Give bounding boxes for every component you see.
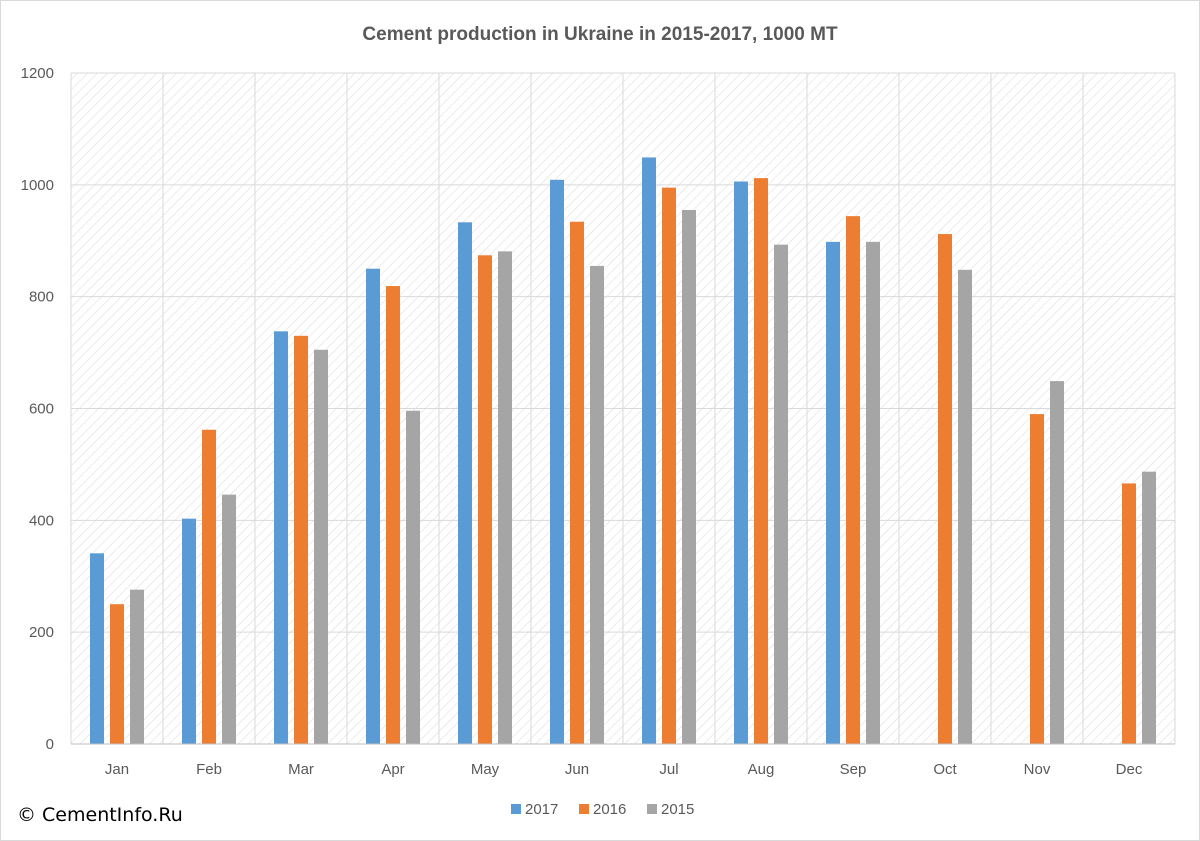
bar-2015-mar (314, 349, 328, 744)
bar-2016-jan (110, 604, 124, 744)
legend-swatch-2017 (511, 804, 521, 814)
x-tick-label: Aug (748, 761, 775, 778)
bar-2017-may (458, 222, 472, 745)
bar-2016-mar (294, 335, 308, 744)
x-tick-label: Apr (381, 761, 404, 778)
legend-swatch-2016 (579, 804, 589, 814)
bar-2015-dec (1142, 471, 1156, 744)
x-tick-label: May (471, 761, 500, 778)
y-axis: 0 200 400 600 800 1000 1200 (21, 65, 54, 753)
y-tick-label: 1200 (21, 65, 54, 82)
bar-2015-jan (130, 589, 144, 744)
bar-2015-apr (406, 410, 420, 744)
gridlines (70, 72, 1176, 745)
bar-2015-jun (590, 265, 604, 744)
x-tick-label: Oct (933, 761, 957, 778)
x-tick-label: Jun (565, 761, 589, 778)
bar-2016-jul (662, 187, 676, 745)
y-tick-label: 600 (29, 401, 54, 418)
legend-label-2017: 2017 (525, 801, 558, 818)
bar-2016-may (478, 255, 492, 744)
x-axis: Jan Feb Mar Apr May Jun Jul Aug Sep Oct Nov Dec (71, 743, 1175, 778)
bar-2017-aug (734, 181, 748, 744)
x-tick-label: Nov (1024, 761, 1051, 778)
bar-2015-aug (774, 244, 788, 744)
bar-2017-jan (90, 553, 104, 744)
bar-2017-apr (366, 268, 380, 744)
x-tick-label: Mar (288, 761, 314, 778)
y-tick-label: 400 (29, 512, 54, 529)
bar-2015-oct (958, 269, 972, 744)
bar-2016-jun (570, 221, 584, 744)
bar-2017-sep (826, 241, 840, 744)
copyright-text: © CementInfo.Ru (17, 804, 183, 826)
bar-2015-sep (866, 241, 880, 744)
bar-2017-jun (550, 179, 564, 744)
x-tick-label: Jul (659, 761, 678, 778)
bar-2016-oct (938, 234, 952, 745)
bar-2016-aug (754, 178, 768, 744)
legend-swatch-2015 (647, 804, 657, 814)
bars (90, 157, 1156, 745)
bar-2016-apr (386, 286, 400, 744)
bar-2016-feb (202, 429, 216, 744)
x-tick-label: Jan (105, 761, 129, 778)
y-tick-label: 0 (46, 736, 54, 753)
bar-2017-jul (642, 157, 656, 744)
chart-title: Cement production in Ukraine in 2015-201… (362, 24, 838, 45)
bar-2016-sep (846, 216, 860, 744)
bar-2015-jul (682, 209, 696, 744)
y-tick-label: 1000 (21, 177, 54, 194)
y-tick-label: 200 (29, 624, 54, 641)
bar-2015-may (498, 251, 512, 745)
bar-2016-nov (1030, 414, 1044, 744)
x-tick-label: Dec (1116, 761, 1143, 778)
x-tick-label: Feb (196, 761, 222, 778)
bar-2015-feb (222, 494, 236, 744)
y-tick-label: 800 (29, 289, 54, 306)
legend-label-2016: 2016 (593, 801, 626, 818)
legend: 2017 2016 2015 (511, 801, 694, 818)
bar-2017-feb (182, 518, 196, 744)
bar-2016-dec (1122, 483, 1136, 744)
x-tick-label: Sep (840, 761, 867, 778)
bar-2015-nov (1050, 381, 1064, 744)
legend-label-2015: 2015 (661, 801, 694, 818)
bar-2017-mar (274, 331, 288, 744)
